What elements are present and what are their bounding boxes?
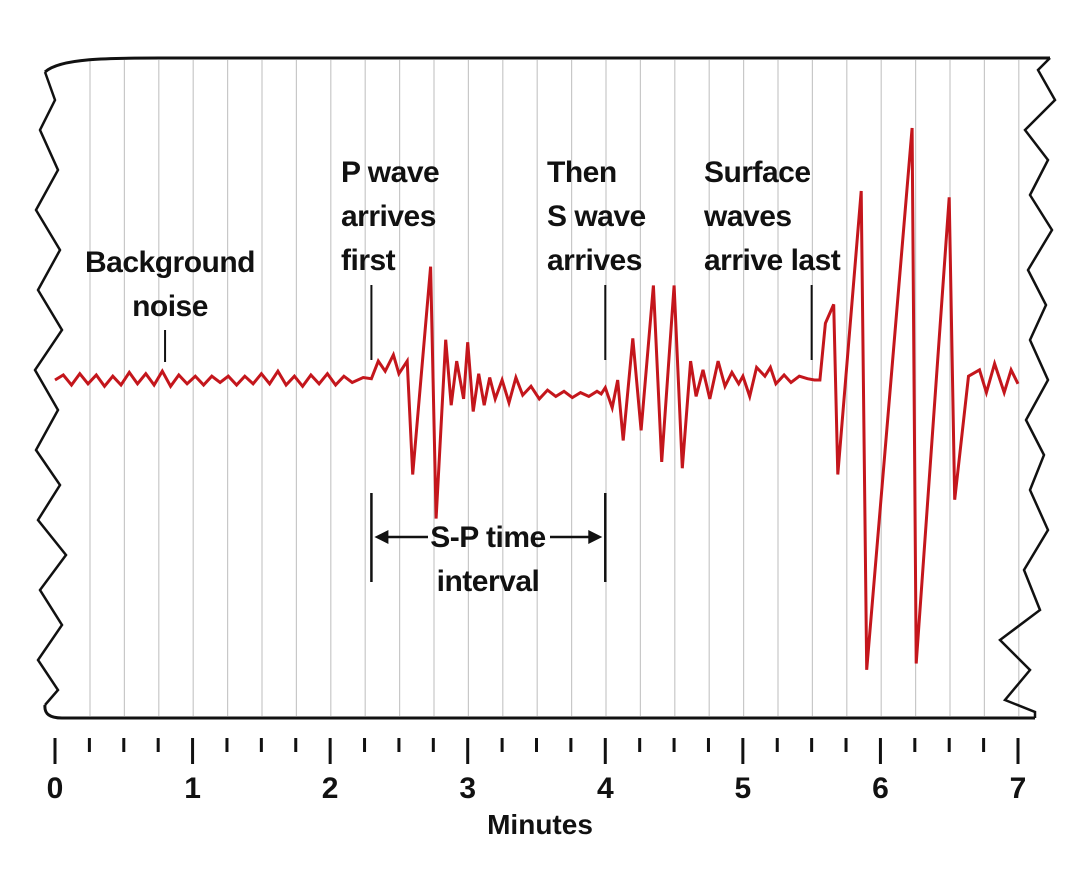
sp-interval-bracket [370,493,607,582]
surface-waves-label-line3: arrive last [704,244,841,277]
annotation-background-noise: Background noise [85,246,256,323]
paper-gridlines [89,60,1020,716]
paper-top-edge [43,56,1050,74]
axis-tick-label: 0 [47,772,64,805]
p-wave-label-line2: arrives [341,200,436,233]
sp-interval-right-arrowhead [588,530,603,544]
axis-tick-label: 7 [1010,772,1027,805]
seismogram-paper [33,56,1057,720]
annotation-surface-waves: Surface waves arrive last [703,156,841,277]
sp-interval-label-line1: S-P time [430,521,546,554]
surface-waves-label-line1: Surface [704,156,811,189]
s-wave-label-line3: arrives [547,244,642,277]
annotation-s-wave: Then S wave arrives [547,156,646,277]
surface-waves-label-line2: waves [703,200,792,233]
p-wave-label-line1: P wave [341,156,439,189]
paper-right-torn-edge [998,57,1057,718]
axis-tick-label: 1 [184,772,201,805]
axis-tick-label: 2 [322,772,339,805]
s-wave-label-line1: Then [547,156,617,189]
axis-tick-label: 5 [735,772,752,805]
axis-tick-label: 6 [872,772,889,805]
paper-bottom-edge [43,704,1035,720]
p-wave-label-line3: first [341,244,396,277]
time-axis: 0 1 2 3 4 5 6 7 [47,738,1027,805]
sp-interval-label-line2: interval [437,565,540,598]
axis-tick-label: 4 [597,772,614,805]
seismic-trace-line [54,127,1020,670]
annotation-p-wave: P wave arrives first [341,156,440,277]
background-noise-label-line1: Background [85,246,255,279]
axis-title: Minutes [487,809,593,840]
annotation-sp-interval: S-P time interval [430,521,546,598]
paper-sheet [35,58,1055,718]
background-noise-label-line2: noise [132,290,208,323]
paper-left-torn-edge [33,71,68,706]
axis-tick-label: 3 [459,772,476,805]
s-wave-label-line2: S wave [547,200,646,233]
sp-interval-left-arrowhead [374,530,389,544]
